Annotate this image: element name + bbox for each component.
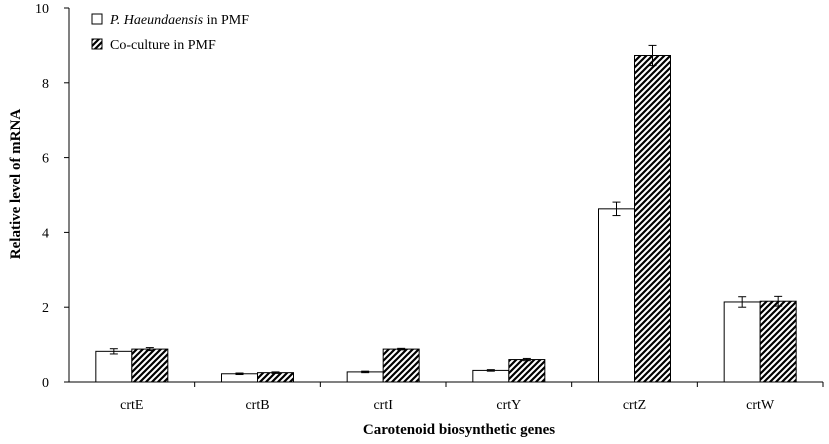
y-tick-label: 0 [42,376,49,391]
y-axis-title: Relative level of mRNA [8,109,24,260]
bar-crtI-series-1 [346,371,384,383]
x-tick-label-crtY: crtY [496,398,521,413]
x-tick-label-crtB: crtB [245,398,269,413]
plot-area: 0 2 4 6 8 10 crtE crtB crtI crtY crtZ crtW [35,2,824,413]
bar-crtE-series-1 [95,350,133,383]
bar-crtB-series-2 [257,372,294,383]
x-tick-label-crtE: crtE [120,398,143,413]
bar-crtZ-series-2 [634,54,671,383]
legend-swatch-series-2 [91,38,103,50]
legend-swatch-series-1 [91,13,103,25]
bar-crtI-series-2 [382,348,420,383]
bar-crtW-series-2 [759,300,797,383]
legend: P. Haeundaensis in PMF Co-culture in PMF [91,13,249,53]
x-tick-label-crtZ: crtZ [623,398,646,413]
bar-crtZ-series-1 [598,208,635,383]
x-axis-title: Carotenoid biosynthetic genes [363,422,555,438]
bar-crtY-series-2 [508,359,546,383]
y-tick-label: 8 [42,77,49,92]
bar-crtY-series-1 [472,369,510,383]
x-tick-label-crtI: crtI [373,398,393,413]
legend-label-series-1: P. Haeundaensis in PMF [109,13,249,28]
y-tick-label: 6 [42,152,49,167]
y-tick-label: 2 [42,301,49,316]
y-tick-label: 4 [42,226,49,241]
bar-crtW-series-1 [723,301,761,383]
y-tick-label: 10 [35,2,49,17]
legend-label-series-2: Co-culture in PMF [110,38,216,53]
bar-crtE-series-2 [131,348,169,383]
x-tick-label-crtW: crtW [746,398,775,413]
